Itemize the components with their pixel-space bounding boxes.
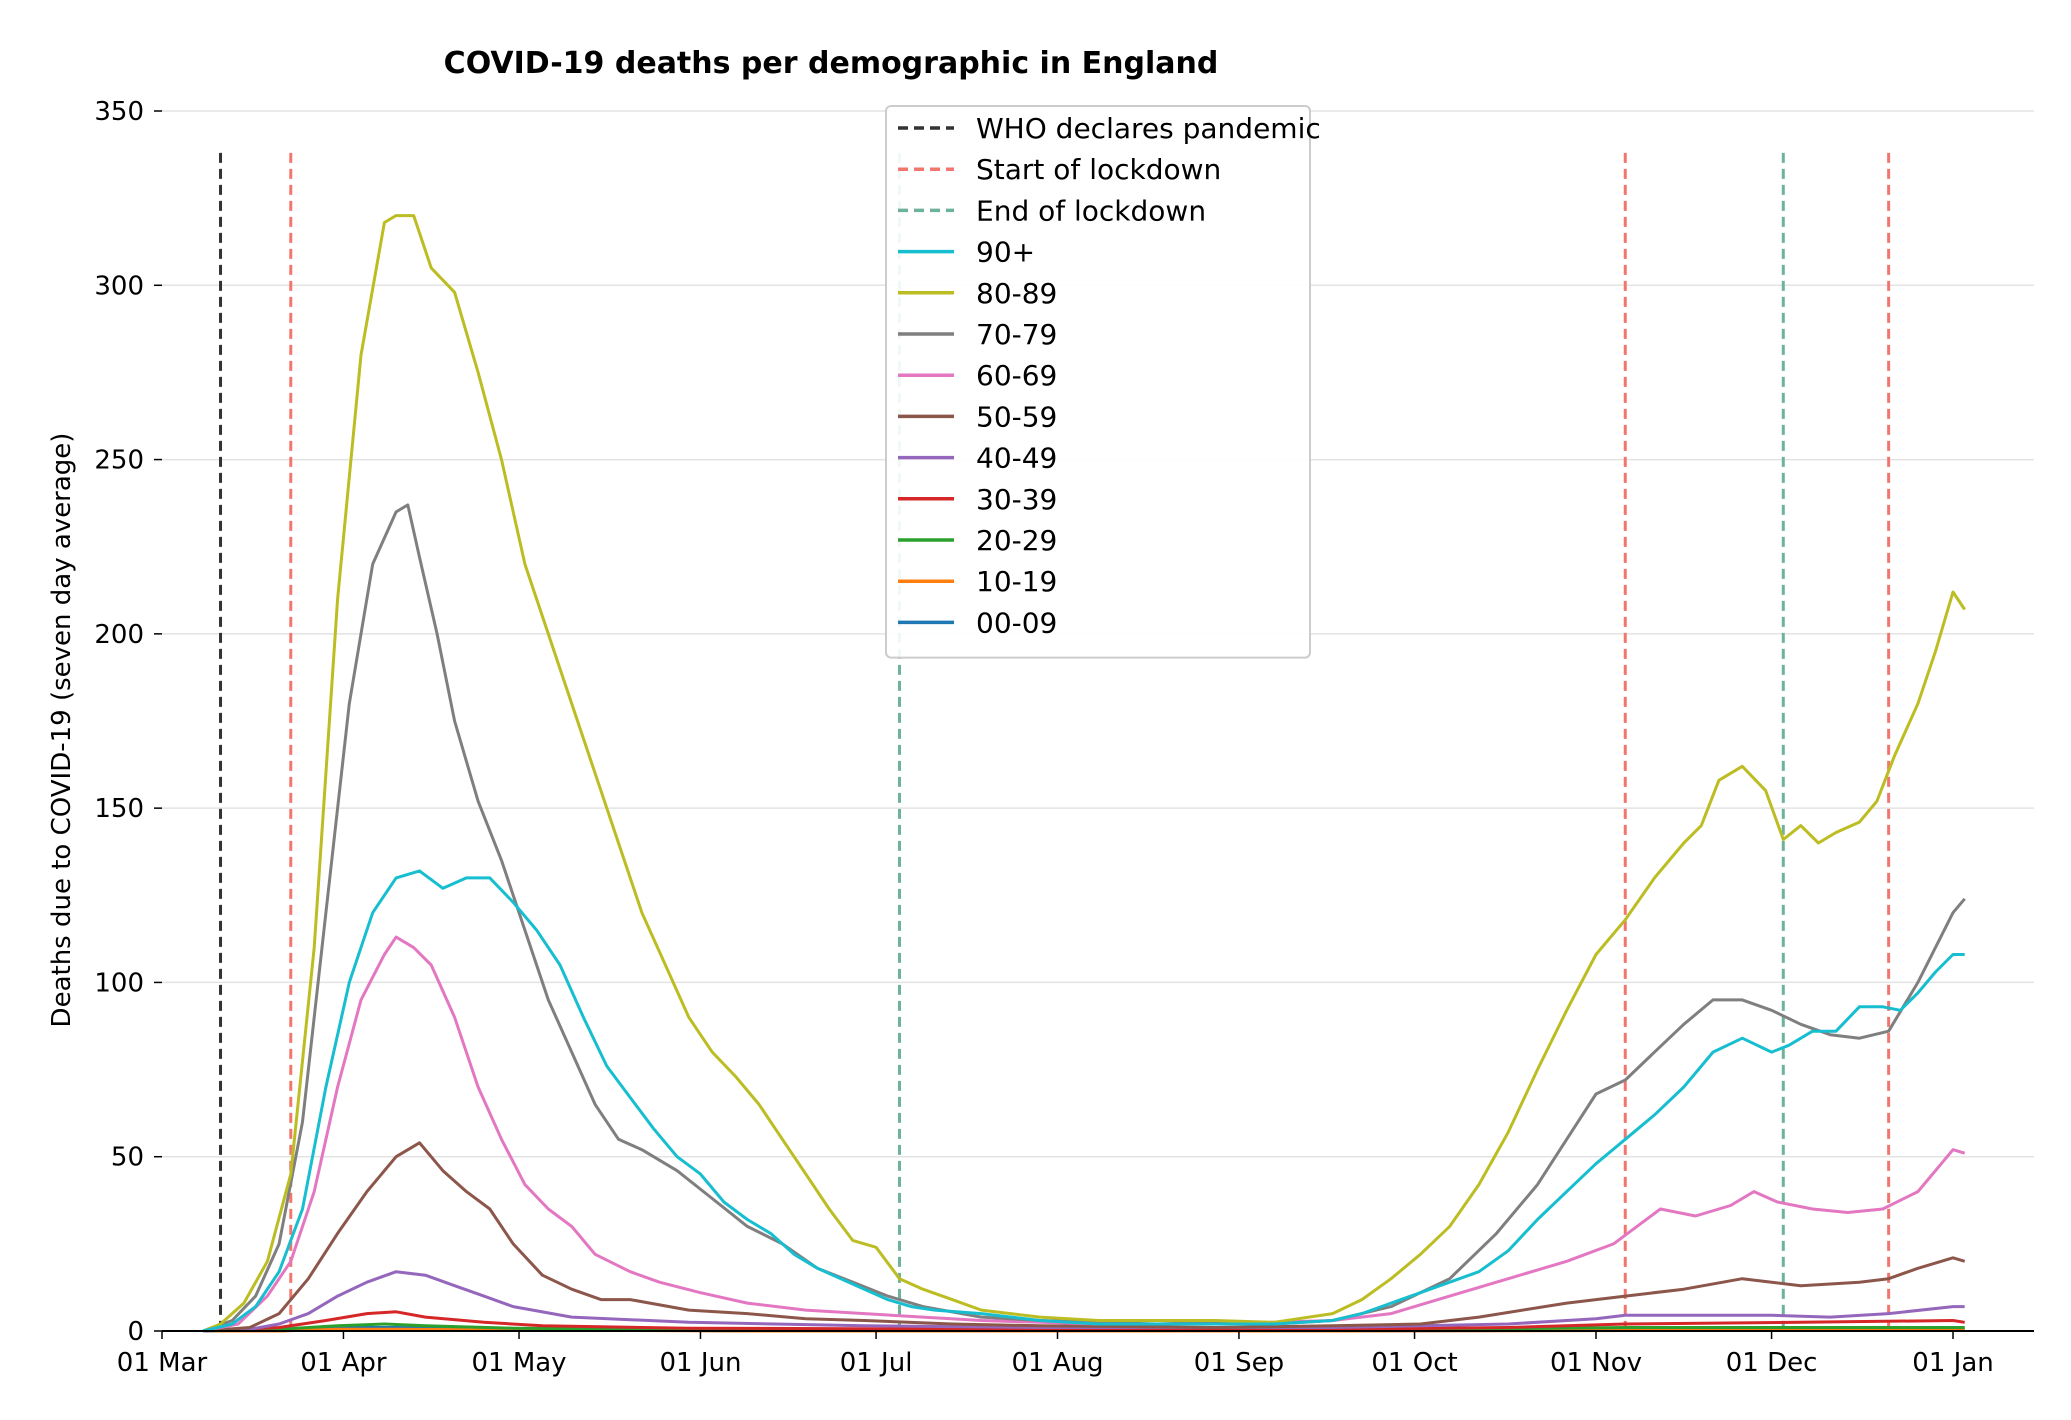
y-tick-label: 250 <box>94 446 144 476</box>
legend-label: 90+ <box>976 236 1035 269</box>
legend-label: 30-39 <box>976 483 1057 516</box>
y-tick-label: 100 <box>94 968 144 998</box>
legend-label: 80-89 <box>976 277 1057 310</box>
x-tick-label: 01 Dec <box>1726 1348 1818 1378</box>
x-tick-label: 01 Nov <box>1550 1348 1642 1378</box>
y-tick-label: 200 <box>94 620 144 650</box>
series-line-60-69 <box>202 935 1966 1333</box>
x-tick-label: 01 Sep <box>1194 1348 1284 1378</box>
x-tick-label: 01 Jan <box>1912 1348 1993 1378</box>
x-tick-label: 01 Aug <box>1011 1348 1103 1378</box>
legend-label: Start of lockdown <box>976 153 1221 186</box>
series-line-80-89 <box>202 214 1966 1333</box>
legend-label: 00-09 <box>976 606 1057 639</box>
legend-box <box>885 105 1311 659</box>
x-tick-label: 01 Jun <box>659 1348 741 1378</box>
series-line-70-79 <box>202 503 1966 1333</box>
series-line-90+ <box>202 869 1965 1333</box>
series-line-40-49 <box>202 1270 1965 1333</box>
x-tick-label: 01 Mar <box>117 1348 208 1378</box>
legend-label: End of lockdown <box>976 194 1206 227</box>
series-line-30-39 <box>202 1310 1965 1333</box>
y-tick-label: 300 <box>94 271 144 301</box>
legend-label: 70-79 <box>976 318 1057 351</box>
x-tick-label: 01 May <box>471 1348 566 1378</box>
y-tick-label: 50 <box>111 1143 144 1173</box>
x-tick-label: 01 Apr <box>300 1348 387 1378</box>
y-axis-label: Deaths due to COVID-19 (seven day averag… <box>47 433 77 1028</box>
legend-label: 40-49 <box>976 442 1057 475</box>
legend: WHO declares pandemic Start of lockdown En… <box>885 105 1321 659</box>
series-line-50-59 <box>202 1141 1966 1333</box>
legend-label: 60-69 <box>976 359 1057 392</box>
legend-label: 10-19 <box>976 565 1057 598</box>
legend-label: 20-29 <box>976 524 1057 557</box>
legend-label: WHO declares pandemic <box>976 112 1321 145</box>
x-tick-label: 01 Jul <box>840 1348 913 1378</box>
axes: 0 50 100 150 200 250 300 350 01 Mar 01 Apr 01 May 0… <box>94 97 2034 1378</box>
y-tick-label: 350 <box>94 97 144 127</box>
chart-title: COVID-19 deaths per demographic in Engla… <box>444 46 1219 81</box>
y-tick-label: 150 <box>94 794 144 824</box>
series-line-20-29 <box>202 1322 1965 1333</box>
x-tick-label: 01 Oct <box>1371 1348 1457 1378</box>
legend-label: 50-59 <box>976 400 1057 433</box>
y-tick-label: 0 <box>127 1317 144 1347</box>
